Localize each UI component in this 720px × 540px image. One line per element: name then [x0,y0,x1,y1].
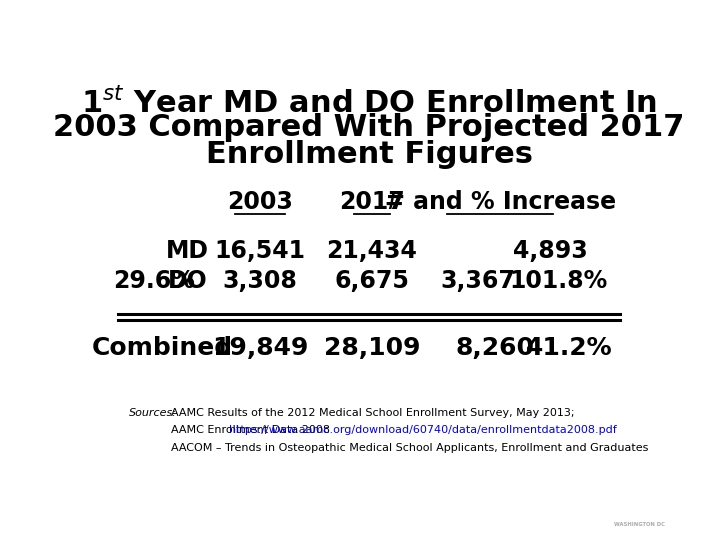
Text: 41.2%: 41.2% [526,336,612,360]
Text: 8,260: 8,260 [455,336,534,360]
Text: # and % Increase: # and % Increase [384,190,616,213]
Text: 4,893: 4,893 [513,239,588,264]
Text: 29.6%: 29.6% [113,269,195,293]
Text: 28,109: 28,109 [323,336,420,360]
Text: 16,541: 16,541 [215,239,306,264]
Text: AACOM – Trends in Osteopathic Medical School Applicants, Enrollment and Graduate: AACOM – Trends in Osteopathic Medical Sc… [171,443,648,453]
Text: 21,434: 21,434 [326,239,417,264]
Text: https://www.aamc.org/download/60740/data/enrollmentdata2008.pdf: https://www.aamc.org/download/60740/data… [229,426,616,435]
Text: 3,367: 3,367 [441,269,516,293]
Text: 2003 Compared With Projected 2017: 2003 Compared With Projected 2017 [53,113,685,143]
Text: WASHINGTON DC: WASHINGTON DC [613,523,665,528]
Text: 2003: 2003 [228,190,293,213]
Text: Enrollment Figures: Enrollment Figures [205,140,533,168]
Text: AAMC Enrollment Data 2008: AAMC Enrollment Data 2008 [171,426,337,435]
Text: 6,675: 6,675 [334,269,409,293]
Text: WASHINGTON: WASHINGTON [611,496,667,502]
Text: MD: MD [166,239,209,264]
Text: 1$^{st}$ Year MD and DO Enrollment In: 1$^{st}$ Year MD and DO Enrollment In [81,87,657,119]
Text: AAMC Results of the 2012 Medical School Enrollment Survey, May 2013;: AAMC Results of the 2012 Medical School … [171,408,575,418]
Text: Sources:: Sources: [129,408,177,418]
Text: UNIVERSITY: UNIVERSITY [615,509,663,515]
Text: DO: DO [168,269,207,293]
Text: 2017: 2017 [339,190,405,213]
Text: Combined: Combined [92,336,233,360]
Text: 101.8%: 101.8% [510,269,608,293]
Text: 3,308: 3,308 [222,269,297,293]
Text: THE GEORGE: THE GEORGE [613,483,665,489]
Text: 19,849: 19,849 [212,336,308,360]
